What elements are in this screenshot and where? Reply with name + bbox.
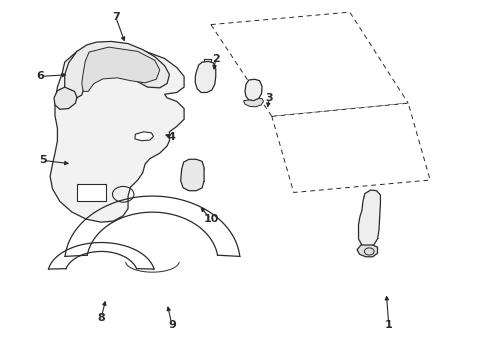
Polygon shape: [181, 159, 204, 191]
Text: 6: 6: [36, 71, 44, 81]
Polygon shape: [196, 62, 216, 93]
Polygon shape: [65, 41, 170, 98]
Polygon shape: [50, 44, 184, 222]
Polygon shape: [211, 12, 408, 116]
Text: 1: 1: [385, 320, 392, 330]
Polygon shape: [54, 87, 77, 109]
Polygon shape: [359, 190, 380, 247]
Text: 3: 3: [266, 93, 273, 103]
Text: 10: 10: [203, 214, 219, 224]
Text: 2: 2: [212, 54, 220, 64]
Text: 5: 5: [39, 156, 47, 165]
Polygon shape: [245, 79, 262, 101]
Polygon shape: [272, 103, 430, 193]
Polygon shape: [77, 184, 106, 202]
Polygon shape: [135, 132, 153, 141]
Text: 7: 7: [112, 13, 120, 22]
Polygon shape: [357, 245, 377, 257]
Text: 9: 9: [168, 320, 176, 330]
Polygon shape: [82, 47, 160, 91]
Text: 4: 4: [168, 132, 176, 142]
Polygon shape: [244, 99, 264, 107]
Text: 8: 8: [98, 312, 105, 323]
